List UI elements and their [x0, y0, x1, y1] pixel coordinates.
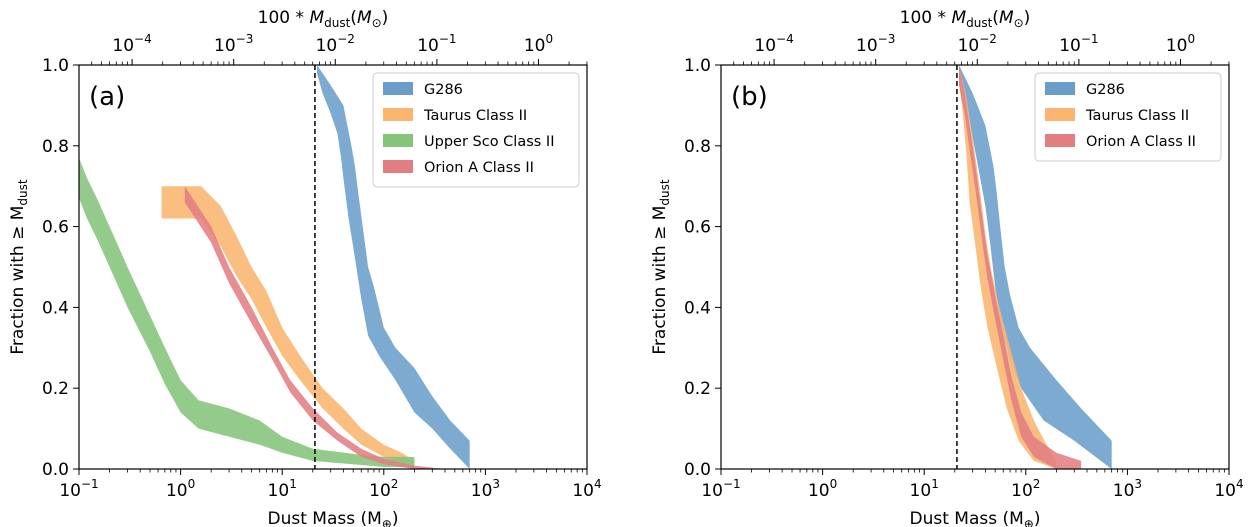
legend-label: Taurus Class II [1085, 108, 1189, 124]
y-tick-label: 0.0 [684, 460, 711, 480]
band-taurus-class-ii [161, 186, 415, 469]
legend-box [1034, 72, 1222, 162]
x-tick-label: 104 [572, 477, 601, 501]
top-tick-label: 100 [524, 32, 553, 56]
top-tick-label: 10−1 [1059, 32, 1098, 56]
top-tick-label: 10−3 [856, 32, 895, 56]
y-tick-label: 0.8 [42, 137, 69, 157]
band-g286 [317, 65, 470, 469]
x-axis-title: Dust Mass (M⊕) [910, 509, 1041, 527]
legend-swatch [1045, 108, 1075, 121]
legend-label: G286 [1086, 82, 1125, 98]
plot-frame [78, 64, 588, 470]
legend-label: Orion A Class II [1086, 134, 1196, 150]
y-axis-title: Fraction with ≥ Mdust [650, 179, 672, 355]
legend-label: G286 [424, 82, 463, 98]
x-axis-title: Dust Mass (M⊕) [268, 509, 399, 527]
legend-swatch [1045, 134, 1075, 147]
top-tick-label: 10−3 [214, 32, 253, 56]
legend: G286 Taurus Class II Orion A Class II [1034, 72, 1222, 162]
x-tick-label: 100 [166, 477, 195, 501]
top-tick-label: 10−2 [316, 32, 355, 56]
y-axis-title: Fraction with ≥ Mdust [8, 179, 30, 355]
y-tick-label: 0.4 [684, 298, 711, 318]
top-tick-label: 100 [1166, 32, 1195, 56]
x-tick-label: 10−1 [59, 477, 98, 501]
band-upper-sco-class-ii [79, 157, 415, 467]
top-axis-title: 100 * Mdust(M⊙) [258, 8, 389, 30]
plot-area [79, 65, 470, 469]
y-tick-label: 0.8 [684, 137, 711, 157]
top-tick-label: 10−4 [754, 32, 793, 56]
x-tick-label: 104 [1214, 477, 1243, 501]
y-tick-label: 0.2 [684, 379, 711, 399]
x-tick-label: 103 [1113, 477, 1142, 501]
band-taurus-class-ii [959, 65, 1057, 469]
x-tick-label: 102 [369, 477, 398, 501]
legend: G286 Taurus Class II Upper Sco Class II Ori… [372, 72, 580, 188]
legend-label: Taurus Class II [423, 108, 527, 124]
x-tick-label: 10−1 [701, 477, 740, 501]
x-tick-label: 102 [1011, 477, 1040, 501]
x-tick-label: 103 [471, 477, 500, 501]
top-tick-label: 10−2 [958, 32, 997, 56]
top-tick-label: 10−4 [112, 32, 151, 56]
legend-swatch [1045, 82, 1075, 95]
plot-area [956, 65, 1112, 469]
y-tick-label: 0.6 [684, 218, 711, 238]
panel-b: 10−1 100 101 102 103 104 10−4 10−3 10−2 10−1 100 0.… [650, 8, 1244, 527]
y-tick-label: 1.0 [684, 56, 711, 76]
legend-box [372, 72, 580, 188]
x-tick-label: 101 [910, 477, 939, 501]
legend-swatch [383, 134, 413, 147]
x-tick-label: 100 [808, 477, 837, 501]
y-tick-label: 0.6 [42, 218, 69, 238]
panel-a: 10−1 100 101 102 103 104 10−4 10−3 10−2 10−1 100 0.… [8, 8, 602, 527]
legend-swatch [383, 82, 413, 95]
legend-label: Orion A Class II [424, 160, 534, 176]
x-tick-label: 101 [268, 477, 297, 501]
band-g286 [959, 65, 1112, 469]
legend-swatch [383, 108, 413, 121]
top-tick-label: 10−1 [417, 32, 456, 56]
y-tick-label: 0.2 [42, 379, 69, 399]
plot-frame [720, 64, 1230, 470]
panel-label: (a) [89, 82, 125, 112]
panel-label: (b) [731, 82, 768, 112]
y-tick-label: 0.0 [42, 460, 69, 480]
legend-label: Upper Sco Class II [424, 134, 554, 150]
top-axis-title: 100 * Mdust(M⊙) [900, 8, 1031, 30]
y-tick-label: 0.4 [42, 298, 69, 318]
y-tick-label: 1.0 [42, 56, 69, 76]
legend-swatch [383, 160, 413, 173]
